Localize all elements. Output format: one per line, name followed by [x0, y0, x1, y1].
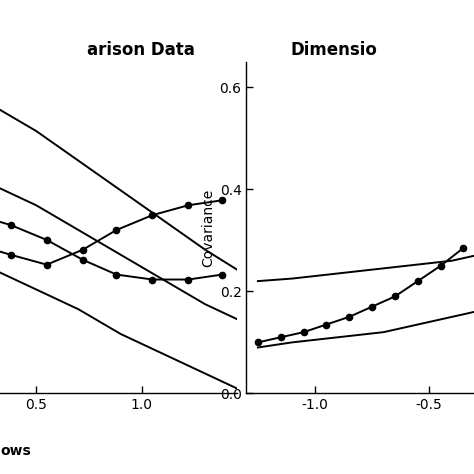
Title: arison Data: arison Data	[87, 41, 195, 59]
Text: ows: ows	[0, 444, 31, 458]
Title: Dimensio: Dimensio	[291, 41, 378, 59]
Y-axis label: Covariance: Covariance	[201, 188, 216, 267]
